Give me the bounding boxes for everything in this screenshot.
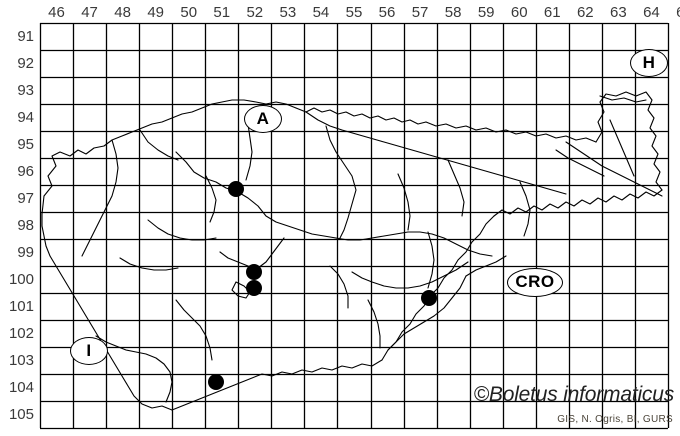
x-axis-tick-label: 55 — [345, 4, 363, 21]
coast-adriatic — [95, 335, 173, 403]
x-axis-tick-label: 46 — [48, 4, 65, 21]
border-south-kolpa — [381, 215, 495, 361]
y-axis-tick-label: 100 — [8, 270, 34, 288]
x-axis-tick-label: 59 — [477, 4, 495, 21]
country-tag-austria: A — [244, 105, 282, 133]
y-axis-tick-label: 94 — [17, 108, 34, 126]
occurrence-point — [421, 290, 437, 306]
y-axis-tick-label: 102 — [8, 324, 34, 342]
x-axis-tick-label: 63 — [610, 4, 627, 21]
y-axis-tick-label: 103 — [8, 351, 34, 369]
river-reka — [175, 299, 213, 361]
x-axis-tick-label: 61 — [543, 4, 561, 21]
river-kokra — [245, 123, 253, 181]
river-temenica — [329, 265, 349, 309]
river-krka — [351, 261, 469, 289]
y-axis-tick-label: 91 — [17, 27, 34, 45]
x-axis-tick-label: 53 — [279, 4, 297, 21]
border-northwest — [43, 99, 297, 197]
river-drava — [305, 111, 567, 195]
x-axis-tick-label: 62 — [576, 4, 594, 21]
river-sava — [175, 151, 493, 257]
border-northeast — [425, 121, 597, 143]
x-axis-tick-label: 58 — [444, 4, 462, 21]
x-axis-tick-label: 54 — [312, 4, 330, 21]
border-southeast-croatia — [493, 189, 663, 217]
river-scavnica — [519, 181, 531, 237]
y-axis-tick-label: 99 — [17, 243, 34, 261]
occurrence-point — [246, 264, 262, 280]
river-pesnica — [555, 149, 605, 177]
x-axis-tick-label: 56 — [378, 4, 396, 21]
x-axis-tick-label: 65 — [667, 5, 680, 20]
y-axis-tick-label: 98 — [17, 216, 34, 234]
river-idrijca — [147, 219, 217, 241]
border-istria-italy — [41, 195, 173, 411]
border-southwest-coast — [171, 359, 383, 411]
river-vipava — [119, 257, 179, 271]
y-axis-tick-label: 101 — [8, 297, 34, 315]
copyright-label: ©Boletus informaticus — [473, 383, 675, 406]
country-tag-croatia: CRO — [507, 267, 563, 297]
y-axis-tick-label: 96 — [17, 162, 34, 180]
x-axis-tick-label: 47 — [81, 4, 98, 21]
occurrence-point — [208, 374, 224, 390]
border-detail-prekmurje — [599, 95, 647, 103]
border-north-karawanks — [295, 107, 427, 125]
lake-cerknica — [231, 281, 251, 299]
x-axis-tick-label: 49 — [147, 4, 165, 21]
country-tag-italy: I — [70, 337, 108, 365]
y-axis-tick-label: 104 — [8, 378, 34, 396]
x-axis-tick-label: 64 — [643, 4, 660, 21]
y-axis-tick-label: 97 — [17, 189, 34, 207]
river-kolpa — [387, 275, 467, 351]
river-upper-kolpa — [465, 255, 507, 277]
river-soca — [81, 139, 119, 257]
river-bohinj-sava — [139, 129, 179, 161]
river-savinja — [325, 125, 357, 239]
river-sotla — [427, 231, 435, 289]
y-axis-tick-label: 95 — [17, 135, 34, 153]
x-axis-tick-label: 52 — [246, 4, 264, 21]
river-ledava — [609, 119, 635, 177]
x-axis-tick-label: 51 — [213, 4, 231, 21]
border-east-hungary — [595, 91, 663, 191]
occurrence-point — [228, 181, 244, 197]
x-axis-tick-label: 50 — [180, 4, 198, 21]
river-paka — [397, 173, 411, 231]
x-axis-tick-label: 48 — [114, 4, 131, 21]
y-axis-tick-label: 92 — [17, 54, 34, 72]
x-axis-tick-label: 57 — [411, 4, 429, 21]
country-tag-hungary: H — [630, 49, 668, 77]
river-mirna — [367, 299, 381, 349]
occurrence-point — [246, 280, 262, 296]
river-dravinja — [447, 159, 465, 217]
y-axis-tick-label: 93 — [17, 81, 34, 99]
credit-label: GIS, N. Ogris, BI, GURS — [557, 414, 673, 425]
y-axis-tick-label: 105 — [8, 405, 34, 423]
x-axis-tick-label: 60 — [510, 4, 528, 21]
river-sora — [205, 175, 217, 223]
river-mura — [565, 141, 663, 197]
